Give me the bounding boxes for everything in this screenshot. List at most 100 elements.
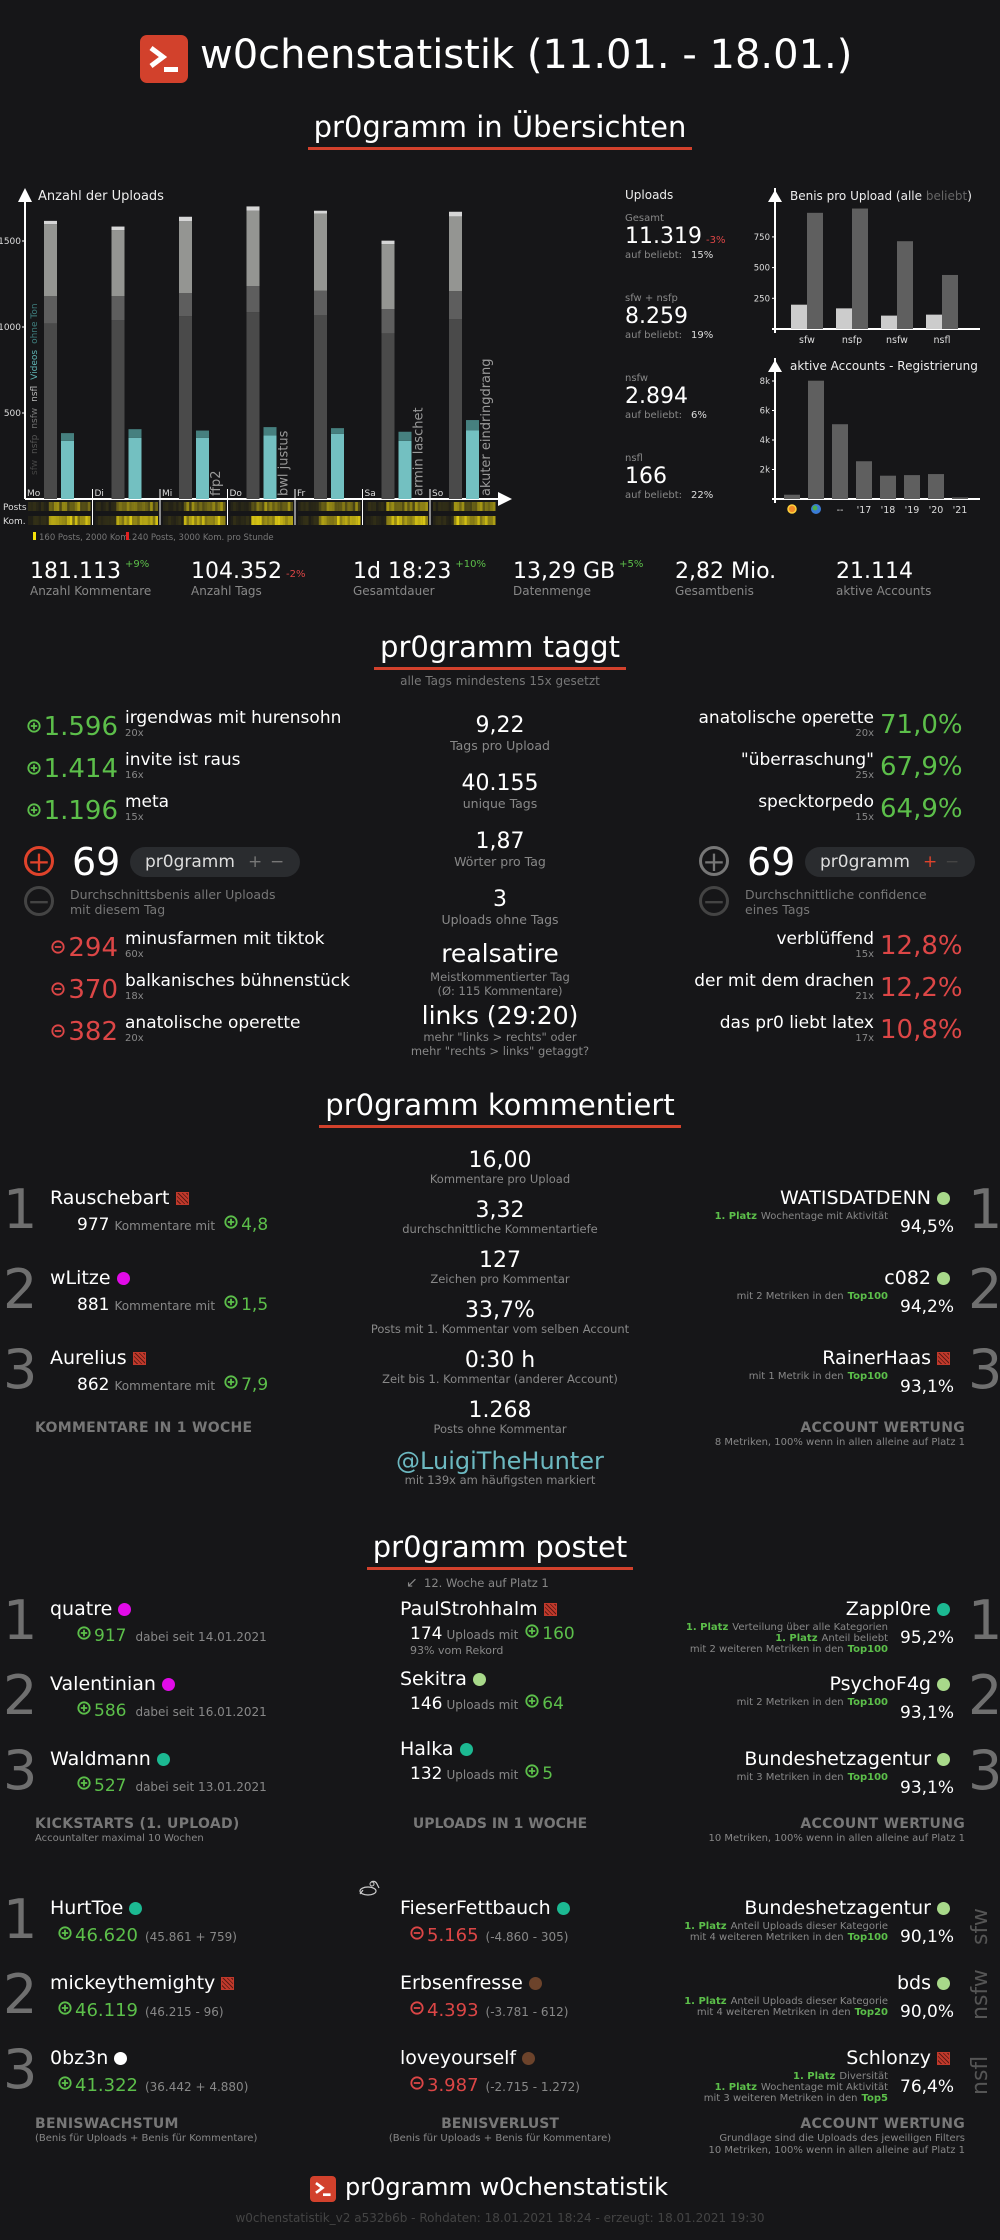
- username-link[interactable]: mickeythemighty: [50, 1972, 235, 1994]
- beliebt-value: 22%: [691, 490, 714, 501]
- activity-heat-cell: [474, 502, 478, 511]
- pill-plus-button[interactable]: +: [923, 852, 938, 872]
- mention-label: mit 139x am häufigsten markiert: [404, 1473, 596, 1487]
- top-commented-tag[interactable]: realsatire: [441, 939, 559, 968]
- upload-unit: Uploads mit: [446, 1698, 519, 1712]
- tag-name[interactable]: balkanisches bühnenstück: [125, 971, 350, 991]
- increase-button[interactable]: +: [699, 846, 729, 876]
- username-link[interactable]: Bundeshetzagentur: [744, 1748, 950, 1770]
- username-link[interactable]: Valentinian: [50, 1673, 175, 1695]
- activity-heat-cell: [290, 502, 293, 511]
- username-link[interactable]: Zappl0re: [846, 1598, 950, 1620]
- day-annotation: akuter eindringdrang: [479, 358, 494, 496]
- account-score: 94,5%: [900, 1217, 955, 1237]
- username-link[interactable]: Bundeshetzagentur: [744, 1897, 950, 1919]
- stat-label: Datenmenge: [513, 584, 591, 598]
- metric-top: Top20: [854, 2007, 888, 2018]
- score-value: 160: [542, 1624, 575, 1644]
- row-detail: 917 dabei seit 14.01.2021: [77, 1625, 267, 1646]
- activity-heat-cell: [479, 502, 483, 511]
- username-link[interactable]: Rauschebart: [50, 1187, 189, 1209]
- tag-name[interactable]: anatolische operette: [698, 708, 874, 728]
- username: quatre: [50, 1598, 113, 1620]
- metric-line: mit 4 weiteren Metriken in den Top20: [697, 2007, 888, 2018]
- username-link[interactable]: Erbsenfresse: [400, 1972, 542, 1994]
- activity-heat-cell: [80, 516, 83, 525]
- username-link[interactable]: Halka: [400, 1738, 473, 1760]
- tag-name[interactable]: der mit dem drachen: [694, 971, 874, 991]
- activity-heat-cell: [142, 516, 145, 525]
- username-link[interactable]: RainerHaas: [822, 1347, 950, 1369]
- activity-heat-cell: [238, 502, 241, 511]
- activity-heat-cell: [386, 516, 389, 525]
- username-link[interactable]: bds: [897, 1972, 950, 1994]
- activity-heat-cell: [215, 516, 218, 525]
- username-link[interactable]: PaulStrohhalm: [400, 1598, 557, 1620]
- username-link[interactable]: loveyourself: [400, 2047, 536, 2069]
- username-link[interactable]: wLitze: [50, 1267, 130, 1289]
- tag-name[interactable]: verblüffend: [776, 929, 874, 949]
- username-link[interactable]: PsychoF4g: [830, 1673, 950, 1695]
- tag-stat-label: Tags pro Upload: [450, 738, 550, 753]
- activity-heat-cell: [347, 502, 351, 511]
- plus-circle-icon: [77, 1775, 91, 1790]
- chart-title-part: beliebt: [926, 189, 968, 203]
- metric-line: mit 3 Metriken in den Top100: [737, 1772, 888, 1783]
- username-link[interactable]: c082: [884, 1267, 950, 1289]
- decrease-button[interactable]: −: [699, 886, 729, 916]
- activity-heat-cell: [222, 516, 226, 525]
- tag-name[interactable]: "überraschung": [740, 750, 874, 770]
- plus-circle-icon: [77, 1700, 91, 1715]
- increase-button[interactable]: +: [24, 846, 54, 876]
- day-label: So: [432, 489, 444, 499]
- activity-heat-cell: [321, 516, 325, 525]
- username-link[interactable]: Sekitra: [400, 1668, 486, 1690]
- upload-bar-nsfw: [381, 244, 395, 310]
- uploads-chart: Anzahl der Uploads 500 1000 1500 Mo Di Mi Do Fr S…: [0, 188, 512, 543]
- tag-name[interactable]: irgendwas mit hurensohn: [125, 708, 342, 728]
- tag-selector[interactable]: pr0gramm + −: [130, 847, 300, 877]
- username-link[interactable]: Waldmann: [50, 1748, 170, 1770]
- upload-group-label: sfw + nsfp: [625, 293, 678, 304]
- username-link[interactable]: 0bz3n: [50, 2047, 128, 2069]
- pill-minus-button[interactable]: −: [270, 852, 285, 872]
- activity-heat-cell: [316, 516, 319, 525]
- pill-minus-button[interactable]: −: [945, 852, 960, 872]
- user-rank-dot-icon: [116, 1272, 130, 1285]
- tag-name[interactable]: specktorpedo: [758, 792, 874, 812]
- comment-stat-value: 3,32: [475, 1198, 525, 1223]
- tag-name[interactable]: minusfarmen mit tiktok: [125, 929, 325, 949]
- benis-score: 4,8: [224, 1215, 268, 1235]
- tag-name[interactable]: meta: [125, 792, 170, 812]
- score-value: 41.322: [75, 2075, 138, 2096]
- tag-name[interactable]: das pr0 liebt latex: [719, 1013, 874, 1033]
- username-link[interactable]: Schlonzy: [846, 2047, 950, 2069]
- tag-name[interactable]: anatolische operette: [125, 1013, 301, 1033]
- tag-selector[interactable]: pr0gramm + −: [805, 847, 975, 877]
- upload-bar-nsfw: [179, 221, 192, 294]
- username: FieserFettbauch: [400, 1897, 551, 1919]
- decrease-button[interactable]: −: [24, 886, 54, 916]
- tag-name[interactable]: invite ist raus: [125, 750, 241, 770]
- username-link[interactable]: Aurelius: [50, 1347, 146, 1369]
- most-marked-user[interactable]: @LuigiTheHunter: [396, 1447, 604, 1475]
- activity-heat-cell: [316, 502, 319, 511]
- activity-heat-cell: [256, 502, 260, 511]
- account-score: 95,2%: [900, 1628, 955, 1648]
- activity-heat-cell: [124, 502, 127, 511]
- username-link[interactable]: HurtToe: [50, 1897, 143, 1919]
- activity-heat-cell: [313, 502, 317, 511]
- x-tick-label: '20: [929, 505, 944, 516]
- metric-text: Verteilung über alle Kategorien: [732, 1622, 888, 1633]
- activity-heat-cell: [274, 502, 278, 511]
- row-detail: 977 Kommentare mit 4,8: [77, 1214, 268, 1235]
- username-link[interactable]: quatre: [50, 1598, 132, 1620]
- metric-place: 1. Platz: [775, 1633, 818, 1644]
- username-link[interactable]: WATISDATDENN: [780, 1187, 950, 1209]
- username-link[interactable]: FieserFettbauch: [400, 1897, 570, 1919]
- benis-loss: 4.393 (-3.781 - 612): [410, 1999, 568, 2021]
- legend-entry: nsfl: [30, 386, 40, 402]
- activity-heat-cell: [194, 516, 197, 525]
- activity-heat-cell: [80, 502, 83, 511]
- pill-plus-button[interactable]: +: [248, 852, 263, 872]
